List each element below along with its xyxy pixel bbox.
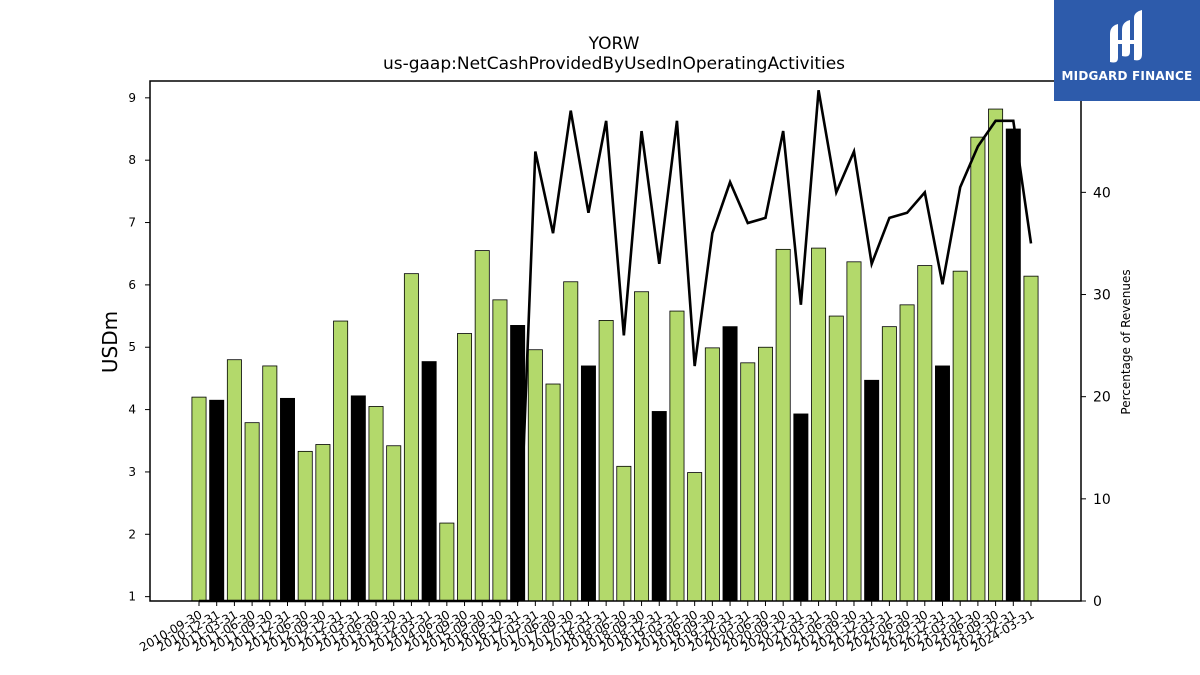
bar — [935, 365, 950, 602]
bar — [1005, 128, 1021, 602]
bar — [634, 291, 650, 602]
y2-axis-label: Percentage of Revenues — [1119, 269, 1133, 414]
y2-tick-label: 0 — [1093, 594, 1102, 610]
right-axis: 01020304050 — [1081, 83, 1111, 610]
bar — [209, 399, 225, 602]
y2-tick-label: 40 — [1093, 185, 1111, 201]
bar — [563, 281, 579, 602]
bar — [403, 273, 419, 602]
y2-tick-label: 30 — [1093, 288, 1111, 304]
bar — [474, 250, 490, 602]
brand-name: MIDGARD FINANCE — [1061, 69, 1193, 83]
bar — [492, 299, 508, 602]
bar — [439, 522, 455, 602]
bar — [191, 396, 207, 602]
bar — [421, 361, 437, 602]
y-tick-label: 6 — [128, 278, 136, 292]
y-tick-label: 2 — [128, 527, 136, 541]
bar — [775, 248, 791, 602]
bar — [811, 247, 827, 602]
bar — [899, 304, 915, 602]
bar — [598, 320, 614, 602]
bars-group — [191, 108, 1039, 602]
bar — [687, 472, 703, 602]
bar — [828, 315, 844, 602]
bar — [864, 379, 880, 602]
bar — [386, 445, 402, 602]
y-tick-label: 4 — [128, 403, 136, 417]
bar — [368, 406, 384, 602]
left-axis: 1 2 3 4 5 6 7 8 9 — [128, 91, 150, 604]
y-tick-label: 3 — [128, 465, 136, 479]
bar — [315, 444, 331, 602]
y-tick-label: 8 — [128, 153, 136, 167]
bar — [545, 383, 561, 602]
bar — [722, 326, 738, 602]
y-tick-label: 1 — [128, 590, 136, 604]
bar — [280, 397, 295, 602]
bar — [616, 465, 632, 602]
plot-frame — [149, 80, 1082, 602]
bar — [669, 310, 685, 602]
y2-tick-label: 10 — [1093, 492, 1111, 508]
bar — [952, 270, 968, 602]
y-tick-label: 9 — [128, 91, 136, 105]
chart-subtitle: us-gaap:NetCashProvidedByUsedInOperating… — [383, 54, 845, 74]
bar — [244, 422, 260, 602]
y-axis-label: USDm — [98, 311, 122, 373]
y-tick-label: 7 — [128, 216, 136, 230]
bar — [297, 450, 313, 602]
bar — [457, 333, 473, 602]
bar — [970, 136, 986, 602]
x-axis: 2010-09-302010-12-312011-03-312011-06-30… — [137, 601, 1037, 654]
y-tick-label: 5 — [128, 340, 136, 354]
bar — [350, 395, 366, 602]
bar — [704, 347, 720, 602]
bar — [527, 349, 543, 602]
bar — [846, 261, 862, 602]
bar — [757, 346, 773, 602]
bar — [740, 362, 756, 602]
bar — [881, 326, 897, 602]
brand-logo: MIDGARD FINANCE — [1054, 0, 1200, 101]
y2-tick-label: 20 — [1093, 390, 1111, 406]
bar — [226, 359, 242, 602]
bar — [988, 108, 1004, 602]
bar — [580, 365, 596, 602]
bar — [333, 320, 349, 602]
bar — [262, 365, 278, 602]
logo-mark-icon — [1110, 10, 1142, 63]
bar — [917, 265, 933, 602]
bar — [651, 411, 667, 602]
bar — [793, 413, 809, 602]
chart-title: YORW — [588, 34, 640, 54]
bar — [1023, 275, 1039, 602]
